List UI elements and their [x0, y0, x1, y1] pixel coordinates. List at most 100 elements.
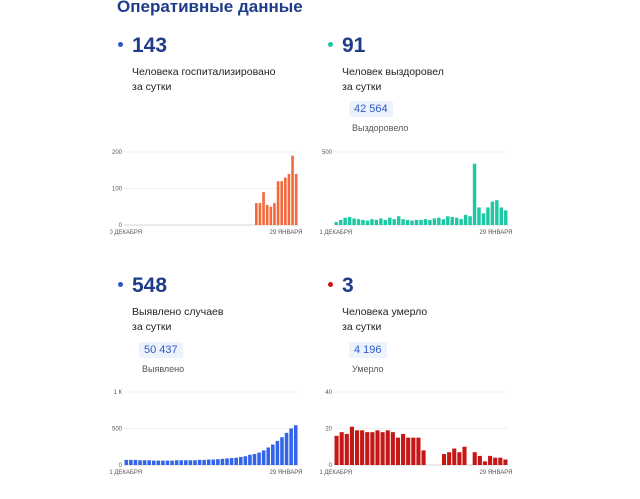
bar — [370, 219, 374, 225]
cases-chart: 0 500 1 К 31 ДЕКАБРЯ 29 ЯНВАРЯ — [110, 390, 303, 476]
bar — [165, 460, 170, 465]
bar — [161, 460, 165, 465]
bar — [388, 217, 392, 225]
bar — [133, 459, 138, 465]
bar — [385, 430, 390, 465]
hospitalized-chart: 0 100 200 30 ДЕКАБРЯ 29 ЯНВАРЯ — [110, 150, 303, 236]
bar — [294, 173, 298, 225]
bar — [293, 425, 298, 465]
bar — [459, 219, 463, 225]
deaths-chart: 0 20 40 31 ДЕКАБРЯ 29 ЯНВАРЯ — [320, 390, 513, 476]
bar — [170, 460, 174, 465]
bar — [248, 454, 252, 465]
y-tick-label: 1 К — [114, 390, 123, 396]
bar — [498, 457, 503, 465]
cases-desc-line1: Выявлено случаев — [132, 306, 224, 318]
bar — [193, 460, 197, 465]
bar — [265, 204, 269, 225]
bar — [129, 459, 133, 465]
bar — [441, 219, 446, 225]
x-start-label: 31 ДЕКАБРЯ — [320, 470, 352, 476]
bar — [441, 454, 447, 465]
bar — [499, 207, 504, 225]
bar — [243, 456, 248, 465]
bar — [428, 219, 432, 225]
bar — [147, 460, 151, 465]
bar — [450, 216, 454, 225]
bar — [423, 219, 428, 225]
y-tick-label: 100 — [112, 187, 123, 193]
bar — [202, 459, 206, 465]
bar — [452, 448, 457, 465]
cases-desc-line2: за сутки — [132, 321, 172, 333]
bar — [437, 217, 441, 225]
bar — [454, 217, 459, 225]
bar — [262, 192, 265, 225]
recovered-panel: 91 Человек выздоровел за сутки 42 564 Вы… — [320, 34, 520, 259]
cases-total-label: Выявлено — [142, 364, 185, 374]
bar — [284, 432, 289, 465]
hospitalized-panel: 143 Человека госпитализировано за сутки … — [110, 34, 310, 259]
x-start-label: 31 ДЕКАБРЯ — [110, 470, 142, 476]
cases-total: 50 437 — [139, 342, 183, 358]
bar — [419, 219, 423, 225]
bar — [280, 181, 283, 225]
bar — [261, 450, 266, 465]
bar — [184, 460, 188, 465]
bar — [486, 207, 490, 225]
x-end-label: 29 ЯНВАРЯ — [479, 470, 512, 476]
bar — [446, 216, 450, 225]
bar — [179, 460, 184, 465]
bar — [206, 459, 211, 465]
cases-count: 548 — [132, 274, 168, 297]
y-tick-label: 200 — [112, 150, 123, 156]
recovered-count: 91 — [342, 34, 366, 57]
bar — [151, 460, 156, 465]
bar — [334, 222, 338, 225]
bar — [405, 219, 410, 225]
y-tick-label: 0 — [329, 463, 333, 469]
bar — [225, 458, 229, 465]
hospitalized-count: 143 — [132, 34, 168, 57]
bar — [365, 220, 370, 225]
bar — [339, 432, 344, 465]
recovered-desc-line1: Человек выздоровел — [342, 66, 444, 78]
bar — [365, 432, 370, 465]
bar — [258, 203, 262, 225]
y-tick-label: 0 — [119, 223, 123, 229]
cases-description: Выявлено случаев за сутки — [132, 305, 302, 335]
bar — [361, 219, 365, 225]
bar — [472, 163, 477, 225]
bar — [275, 440, 280, 465]
bar — [343, 217, 347, 225]
bar — [352, 218, 356, 225]
x-end-label: 29 ЯНВАРЯ — [479, 230, 512, 236]
bar — [421, 450, 426, 465]
bar — [257, 452, 261, 465]
deaths-desc-line1: Человека умерло — [342, 306, 428, 318]
bar — [503, 459, 508, 465]
x-start-label: 31 ДЕКАБРЯ — [320, 230, 352, 236]
bar — [174, 460, 179, 465]
y-tick-label: 500 — [112, 427, 123, 433]
bar — [269, 206, 273, 225]
bar — [457, 452, 462, 465]
bar — [370, 432, 375, 465]
x-end-label: 29 ЯНВАРЯ — [269, 470, 302, 476]
deaths-total: 4 196 — [349, 342, 387, 358]
bar — [504, 210, 508, 225]
bar — [156, 460, 161, 465]
deaths-count: 3 — [342, 274, 354, 297]
bar — [291, 155, 294, 225]
bar — [255, 203, 258, 225]
bar — [266, 447, 271, 465]
bar — [401, 433, 406, 465]
bar — [287, 173, 291, 225]
recovered-desc-line2: за сутки — [342, 81, 382, 93]
y-tick-label: 20 — [325, 427, 332, 433]
bar — [392, 219, 396, 225]
bar — [238, 456, 243, 465]
bar — [234, 457, 238, 465]
bar — [216, 459, 220, 465]
bar — [462, 446, 467, 465]
